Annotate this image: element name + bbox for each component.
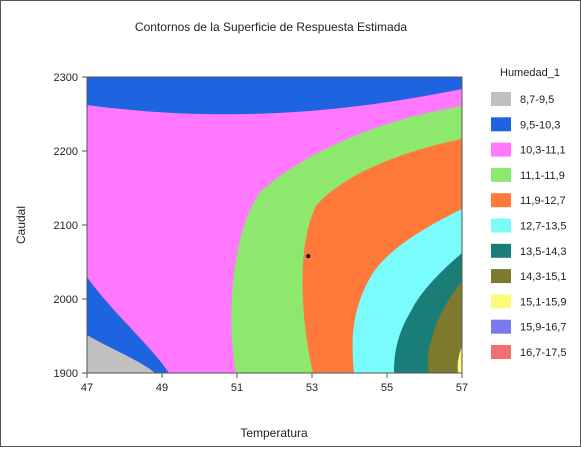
legend-label: 15,9-16,7 <box>520 322 566 334</box>
legend-label: 12,7-13,5 <box>520 221 566 233</box>
legend-label: 11,1-11,9 <box>520 170 565 182</box>
legend-swatch <box>491 345 511 359</box>
legend-swatch <box>491 92 511 106</box>
legend-swatch <box>491 167 511 182</box>
contour-regions <box>87 77 462 373</box>
y-tick-label: 2000 <box>54 294 78 306</box>
region-14-3-15-1 <box>427 281 462 373</box>
legend-swatch <box>491 218 511 233</box>
legend-label: 11,9-12,7 <box>520 195 566 207</box>
x-tick-label: 51 <box>231 382 243 394</box>
x-tick-label: 53 <box>306 382 318 394</box>
region-15-1-15-9 <box>457 346 462 373</box>
y-axis-label: Caudal <box>14 206 28 244</box>
legend-label: 16,7-17,5 <box>520 347 566 359</box>
chart-title: Contornos de la Superficie de Respuesta … <box>135 20 407 34</box>
legend-label: 14,3-15,1 <box>520 271 566 283</box>
x-tick-label: 57 <box>456 382 468 394</box>
x-axis: 47 49 51 53 55 57 <box>81 373 468 394</box>
x-tick-label: 49 <box>156 382 168 394</box>
legend-swatch <box>491 117 511 132</box>
legend-label: 8,7-9,5 <box>520 94 554 106</box>
legend-label: 13,5-14,3 <box>520 246 566 258</box>
y-tick-label: 1900 <box>54 368 78 380</box>
legend-swatch <box>491 319 511 334</box>
y-tick-label: 2300 <box>54 72 78 84</box>
legend-swatch <box>491 193 511 208</box>
legend-swatch <box>491 269 511 284</box>
y-axis: 1900 2000 2100 2200 2300 <box>54 72 87 380</box>
region-8-7-9-5 <box>87 335 155 373</box>
legend-swatch <box>491 243 511 258</box>
y-tick-label: 2200 <box>54 146 78 158</box>
legend-swatch <box>491 142 511 157</box>
legend-label: 15,1-15,9 <box>520 296 566 308</box>
y-tick-label: 2100 <box>54 220 78 232</box>
legend-label: 10,3-11,1 <box>520 145 566 157</box>
x-tick-label: 47 <box>81 382 93 394</box>
legend: Humedad_1 8,7-9,5 9,5-10,3 10,3-11,1 11,1-1… <box>491 67 566 359</box>
design-point <box>306 254 311 259</box>
region-9-5-10-3-top <box>87 77 462 115</box>
legend-swatch <box>491 294 511 309</box>
x-tick-label: 55 <box>381 382 393 394</box>
legend-label: 9,5-10,3 <box>520 119 560 131</box>
x-axis-label: Temperatura <box>240 426 308 440</box>
legend-title: Humedad_1 <box>500 67 560 79</box>
